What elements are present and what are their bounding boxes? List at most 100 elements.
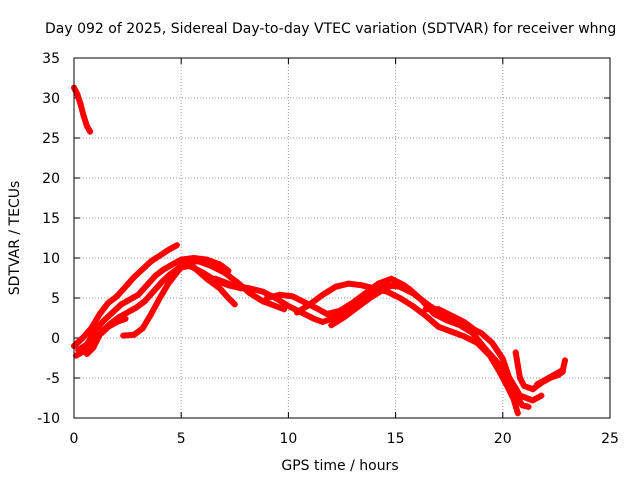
- data-point: [165, 280, 172, 287]
- data-point: [281, 306, 288, 313]
- data-point: [101, 317, 108, 324]
- data-point: [259, 298, 266, 305]
- data-point: [109, 309, 116, 316]
- data-point: [551, 371, 558, 378]
- chart-title: Day 092 of 2025, Sidereal Day-to-day VTE…: [45, 21, 616, 37]
- data-point: [542, 376, 549, 383]
- data-point: [306, 301, 313, 308]
- data-point: [92, 327, 99, 333]
- x-axis-label: GPS time / hours: [281, 458, 398, 474]
- data-point: [289, 293, 296, 300]
- data-point: [354, 304, 361, 311]
- data-point: [418, 296, 425, 303]
- data-point: [525, 403, 532, 410]
- data-point: [87, 128, 94, 135]
- data-point: [388, 275, 395, 282]
- data-point: [231, 301, 238, 308]
- data-point: [371, 285, 378, 292]
- data-point: [516, 392, 523, 399]
- data-point: [516, 375, 523, 381]
- data-point: [512, 349, 519, 356]
- data-point: [74, 91, 81, 97]
- data-point: [150, 288, 157, 295]
- data-point: [178, 259, 185, 266]
- data-point: [203, 275, 210, 282]
- data-point: [448, 312, 455, 319]
- data-point: [272, 303, 279, 309]
- series-arc-14: [534, 357, 568, 388]
- y-tick-label: -5: [46, 371, 60, 387]
- data-point: [519, 402, 526, 409]
- data-point: [96, 311, 103, 317]
- data-point: [122, 315, 129, 322]
- data-point: [328, 322, 335, 329]
- data-point: [77, 100, 84, 107]
- data-point: [165, 247, 172, 253]
- data-point: [482, 346, 489, 353]
- series-arc-6: [120, 258, 288, 339]
- y-tick-label: 35: [42, 51, 60, 67]
- data-point: [461, 319, 468, 325]
- series-arc-1: [71, 84, 94, 135]
- data-point: [409, 303, 416, 309]
- data-point: [336, 307, 343, 314]
- data-point: [315, 306, 322, 313]
- data-point: [229, 282, 236, 289]
- grid: [74, 58, 610, 418]
- series-arc-5: [83, 315, 129, 357]
- series-arc-7: [178, 259, 238, 308]
- data-point: [529, 397, 536, 404]
- data-point: [504, 383, 511, 389]
- data-point: [79, 335, 86, 341]
- data-point: [366, 295, 373, 301]
- data-point: [341, 314, 348, 321]
- data-point: [169, 261, 176, 268]
- y-tick-label: 25: [42, 131, 60, 147]
- data-point: [158, 279, 165, 285]
- data-point: [156, 252, 163, 259]
- data-point: [489, 339, 496, 346]
- data-point: [362, 290, 369, 297]
- data-point: [435, 323, 442, 330]
- data-point: [508, 378, 515, 385]
- data-point: [173, 242, 180, 249]
- data-point: [105, 299, 112, 306]
- x-tick-label: 20: [494, 431, 512, 447]
- data-point: [561, 357, 568, 364]
- data-point: [263, 295, 270, 301]
- y-tick-label: 10: [42, 251, 60, 267]
- data-point: [259, 288, 266, 295]
- data-point: [113, 293, 120, 300]
- data-point: [173, 269, 180, 276]
- data-point: [161, 266, 168, 273]
- data-point: [495, 360, 502, 367]
- series-arc-11: [328, 280, 545, 404]
- data-point: [148, 311, 155, 317]
- data-point: [191, 264, 198, 271]
- data-point: [122, 283, 129, 290]
- data-point: [118, 301, 125, 308]
- data-point: [221, 269, 228, 276]
- data-point: [405, 285, 412, 292]
- data-point: [135, 291, 142, 298]
- plot-frame: [73, 57, 611, 419]
- data-point: [195, 258, 202, 265]
- data-point: [474, 328, 481, 335]
- y-tick-label: 30: [42, 91, 60, 107]
- data-point: [559, 367, 566, 373]
- data-point: [105, 323, 112, 330]
- y-tick-label: -10: [37, 411, 60, 427]
- x-tick-label: 5: [177, 431, 186, 447]
- data-point: [148, 258, 155, 265]
- y-tick-label: 0: [51, 331, 60, 347]
- data-point: [444, 317, 451, 324]
- data-point: [216, 261, 223, 268]
- data-point: [113, 319, 120, 325]
- data-point: [216, 285, 223, 292]
- data-point: [246, 285, 253, 292]
- data-point: [293, 309, 300, 316]
- y-axis-label: SDTVAR / TECUs: [7, 181, 23, 296]
- data-point: [529, 386, 536, 393]
- data-point: [212, 275, 219, 282]
- data-point: [124, 309, 131, 316]
